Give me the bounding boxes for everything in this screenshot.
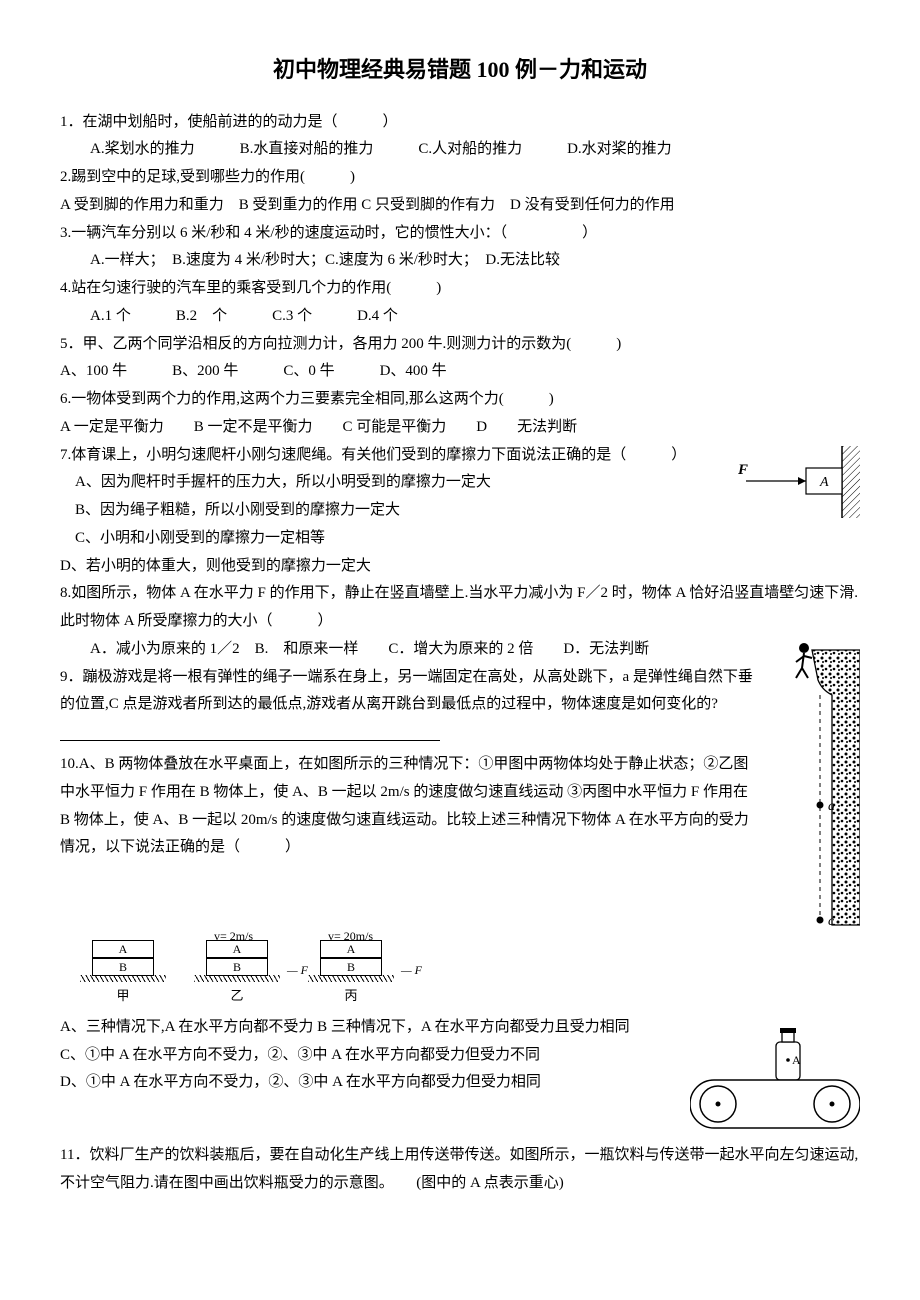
- q10-cap-1: 甲: [116, 984, 129, 1008]
- q9-figure: a c: [772, 640, 860, 930]
- q9-label-a: a: [828, 799, 835, 814]
- q10-stem: 10.A、B 两物体叠放在水平桌面上，在如图所示的三种情况下：①甲图中两物体均处…: [60, 751, 860, 862]
- q2-stem: 2.踢到空中的足球,受到哪些力的作用( ): [60, 164, 860, 192]
- q10-f-label-2: — F: [287, 959, 308, 981]
- q10-fig-2: v= 2m/s A B 乙 — F: [194, 940, 280, 1008]
- box-b-label: B: [206, 958, 268, 976]
- q8-label-a: A: [819, 475, 829, 490]
- q1-stem: 1．在湖中划船时，使船前进的的动力是（ ）: [60, 109, 860, 137]
- box-b-label: B: [92, 958, 154, 976]
- q11-figure: A: [690, 1018, 860, 1138]
- q3-options: A.一样大； B.速度为 4 米/秒时大；C.速度为 6 米/秒时大； D.无法…: [90, 247, 860, 275]
- q5-stem: 5．甲、乙两个同学沿相反的方向拉测力计，各用力 200 牛.则测力计的示数为( …: [60, 331, 860, 359]
- q8-options: A．减小为原来的 1／2 B. 和原来一样 C．增大为原来的 2 倍 D．无法判…: [90, 636, 860, 664]
- q7-opt-d: D、若小明的体重大，则他受到的摩擦力一定大: [60, 553, 860, 581]
- q4-stem: 4.站在匀速行驶的汽车里的乘客受到几个力的作用( ): [60, 275, 860, 303]
- q9-stem: 9．蹦极游戏是将一根有弹性的绳子一端系在身上，另一端固定在高处，从高处跳下，a …: [60, 664, 860, 720]
- q10-cap-2: 乙: [230, 984, 243, 1008]
- q4-options: A.1 个 B.2 个 C.3 个 D.4 个: [90, 303, 860, 331]
- q10-v2-label: v= 2m/s: [214, 925, 253, 947]
- box-a-label: A: [92, 940, 154, 958]
- q10-f-label-3: — F: [401, 959, 422, 981]
- q3-stem: 3.一辆汽车分别以 6 米/秒和 4 米/秒的速度运动时，它的惯性大小：（ ）: [60, 220, 860, 248]
- q6-stem: 6.一物体受到两个力的作用,这两个力三要素完全相同,那么这两个力( ): [60, 386, 860, 414]
- q7-opt-c: C、小明和小刚受到的摩擦力一定相等: [75, 525, 860, 553]
- q11-label-a: A: [792, 1053, 801, 1067]
- q10-figure: A B 甲 v= 2m/s A B 乙 — F v= 20m/s A B 丙 —…: [80, 940, 860, 1008]
- q5-options: A、100 牛 B、200 牛 C、0 牛 D、400 牛: [60, 358, 860, 386]
- q6-options: A 一定是平衡力 B 一定不是平衡力 C 可能是平衡力 D 无法判断: [60, 414, 860, 442]
- q10-fig-3: v= 20m/s A B 丙 — F: [308, 940, 394, 1008]
- q10-cap-3: 丙: [344, 984, 357, 1008]
- q8-stem: 8.如图所示，物体 A 在水平力 F 的作用下，静止在竖直墙壁上.当水平力减小为…: [60, 580, 860, 636]
- q11-stem: 11．饮料厂生产的饮料装瓶后，要在自动化生产线上用传送带传送。如图所示，一瓶饮料…: [60, 1142, 860, 1198]
- q2-options: A 受到脚的作用力和重力 B 受到重力的作用 C 只受到脚的作有力 D 没有受到…: [60, 192, 860, 220]
- box-b-label: B: [320, 958, 382, 976]
- q10-v3-label: v= 20m/s: [328, 925, 373, 947]
- q9-label-c: c: [828, 914, 835, 929]
- page-title: 初中物理经典易错题 100 例－力和运动: [60, 50, 860, 91]
- q9-answer-blank: [60, 725, 440, 741]
- q8-label-f: F: [737, 462, 748, 478]
- q10-fig-1: A B 甲: [80, 940, 166, 1008]
- q7-figure: A F: [730, 446, 860, 518]
- q1-options: A.桨划水的推力 B.水直接对船的推力 C.人对船的推力 D.水对桨的推力: [90, 136, 860, 164]
